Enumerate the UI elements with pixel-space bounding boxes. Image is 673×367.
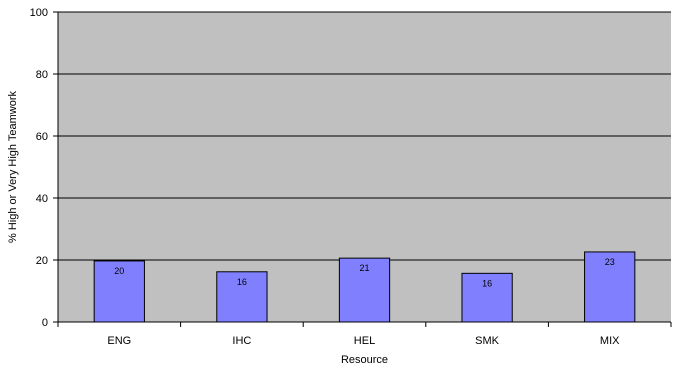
data-label: 23 xyxy=(605,257,615,267)
gridlines xyxy=(58,11,671,261)
data-label: 21 xyxy=(359,263,369,273)
x-tick-label: HEL xyxy=(354,335,375,347)
x-axis-title: Resource xyxy=(341,354,388,366)
y-tick-label: 0 xyxy=(42,317,48,329)
y-tick-label: 100 xyxy=(30,7,48,19)
y-tick-label: 20 xyxy=(36,255,48,267)
data-label: 20 xyxy=(114,266,124,276)
axes: 0 20 40 60 80 100 ENG IHC HEL SMK MIX xyxy=(30,7,672,347)
data-label: 16 xyxy=(482,278,492,288)
x-tick-label: ENG xyxy=(107,335,131,347)
x-tick-label: IHC xyxy=(232,335,251,347)
x-tick-label: SMK xyxy=(475,335,500,347)
bar-mix xyxy=(584,251,636,323)
y-tick-label: 80 xyxy=(36,69,48,81)
data-label: 16 xyxy=(237,277,247,287)
bar-ihc xyxy=(216,271,268,323)
y-tick-label: 60 xyxy=(36,131,48,143)
x-tick-label: MIX xyxy=(600,335,620,347)
y-axis-title: % High or Very High Teamwork xyxy=(7,90,19,243)
bar-eng xyxy=(93,260,145,323)
bars: 20 16 21 16 23 xyxy=(93,251,636,323)
y-tick-label: 40 xyxy=(36,193,48,205)
